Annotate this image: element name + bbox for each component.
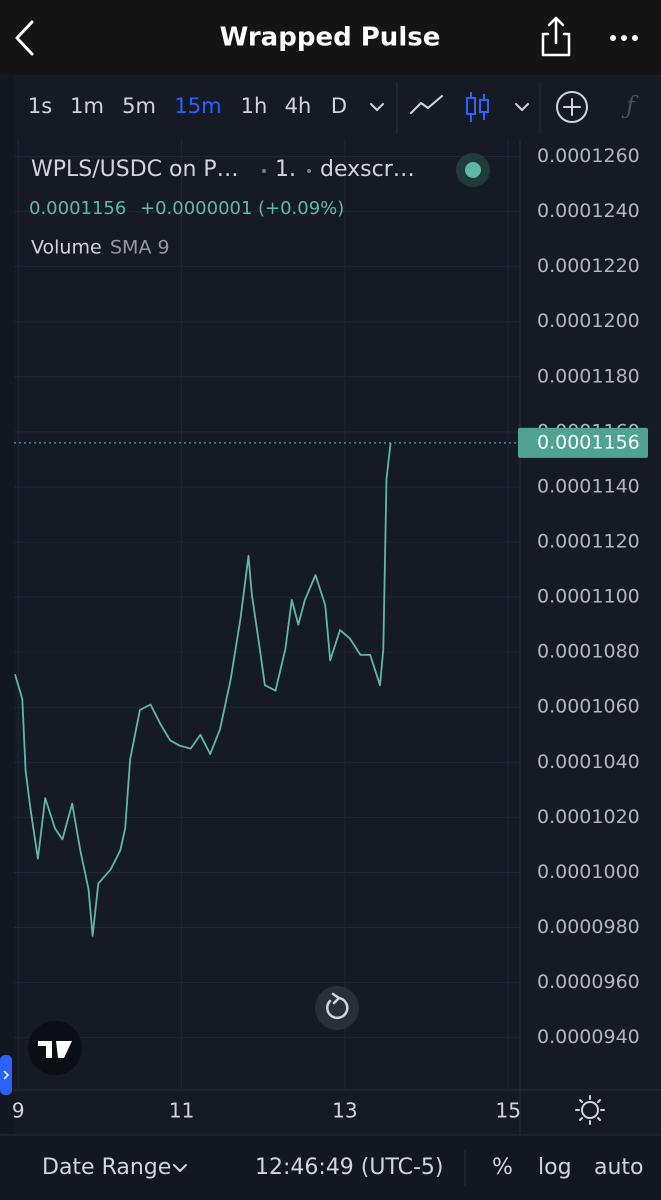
indicator-name: Volume [31, 237, 102, 259]
interval-button[interactable]: 15m [174, 94, 221, 118]
y-tick-label: 0.0000960 [537, 971, 640, 993]
clock: 12:46:49 (UTC-5) [255, 1155, 444, 1180]
side-panel-toggle[interactable] [0, 1055, 12, 1095]
tradingview-logo[interactable] [28, 1021, 82, 1075]
x-tick-label: 15 [495, 1099, 520, 1123]
price-line [14, 442, 392, 937]
auto-toggle[interactable]: auto [594, 1155, 644, 1180]
bullet [307, 169, 311, 173]
price-value: 0.0001156 [29, 198, 126, 219]
x-tick-label: 13 [332, 1099, 357, 1123]
y-tick-label: 0.0001180 [537, 365, 640, 387]
interval-button[interactable]: 4h [285, 94, 312, 118]
y-tick-label: 0.0001100 [537, 586, 640, 608]
resolution-label: 1. [275, 157, 296, 182]
back-button[interactable] [15, 20, 34, 56]
log-toggle[interactable]: log [538, 1155, 572, 1180]
y-tick-label: 0.0001080 [537, 641, 640, 663]
y-tick-label: 0.0001240 [537, 200, 640, 222]
y-tick-label: 0.0001120 [537, 531, 640, 553]
more-button[interactable] [610, 35, 638, 41]
grid [14, 140, 520, 1090]
settings-button[interactable] [575, 1095, 605, 1125]
y-tick-label: 0.0001000 [537, 861, 640, 883]
y-tick-label: 0.0000940 [537, 1026, 640, 1048]
style-dropdown[interactable] [515, 103, 529, 111]
header-bar [0, 0, 661, 75]
y-tick-label: 0.0000980 [537, 916, 640, 938]
y-tick-label: 0.0001060 [537, 696, 640, 718]
indicator-args: SMA 9 [110, 237, 170, 259]
x-tick-label: 9 [12, 1099, 25, 1123]
interval-dropdown[interactable] [370, 103, 384, 111]
plot [14, 442, 520, 937]
last-price-label: 0.0001156 [537, 431, 640, 453]
toolbar-panel [14, 75, 661, 140]
add-indicator-button[interactable] [556, 91, 588, 123]
symbol-label: WPLS/USDC on P… [31, 157, 239, 182]
fx-icon[interactable]: ƒ [621, 92, 639, 120]
reset-chart-button[interactable] [315, 986, 359, 1030]
status-dot [465, 162, 481, 178]
date-range-button[interactable]: Date Range [42, 1155, 171, 1180]
x-tick-label: 11 [169, 1099, 194, 1123]
y-tick-label: 0.0001020 [537, 806, 640, 828]
interval-button[interactable]: D [331, 94, 347, 118]
page-title: Wrapped Pulse [220, 23, 441, 53]
interval-button[interactable]: 1m [70, 94, 104, 118]
price-change: +0.0000001 [140, 198, 252, 219]
y-tick-label: 0.0001200 [537, 310, 640, 332]
price-change-percent: (+0.09%) [258, 198, 344, 219]
line-style-button[interactable] [410, 95, 443, 114]
percent-toggle[interactable]: % [492, 1155, 513, 1180]
y-tick-label: 0.0001260 [537, 145, 640, 167]
last-price-badge [518, 427, 648, 458]
y-tick-label: 0.0001040 [537, 751, 640, 773]
source-label: dexscr… [320, 157, 415, 182]
interval-button[interactable]: 1s [28, 94, 52, 118]
date-range-dropdown[interactable] [173, 1164, 187, 1172]
y-tick-label: 0.0001140 [537, 475, 640, 497]
interval-button[interactable]: 5m [122, 94, 156, 118]
interval-button[interactable]: 1h [241, 94, 268, 118]
interval-group: 1s 1m 5m 15m 1h 4h D [28, 94, 347, 118]
y-tick-label: 0.0001220 [537, 255, 640, 277]
footer [0, 1135, 661, 1200]
share-button[interactable] [541, 16, 571, 57]
toggle-arrow [3, 1070, 10, 1080]
candle-style-button[interactable] [466, 92, 489, 122]
bullet [262, 169, 266, 173]
